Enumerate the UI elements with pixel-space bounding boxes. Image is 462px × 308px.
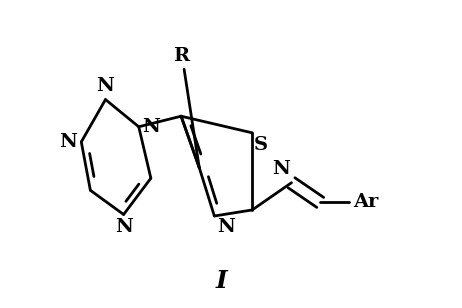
Text: S: S: [254, 136, 267, 154]
Text: N: N: [115, 218, 133, 236]
Text: N: N: [272, 160, 290, 178]
Text: R: R: [173, 47, 189, 65]
Text: N: N: [142, 118, 160, 136]
Text: N: N: [59, 133, 77, 151]
Text: Ar: Ar: [353, 193, 379, 211]
Text: N: N: [218, 217, 235, 236]
Text: N: N: [97, 77, 115, 95]
Text: I: I: [216, 269, 228, 293]
